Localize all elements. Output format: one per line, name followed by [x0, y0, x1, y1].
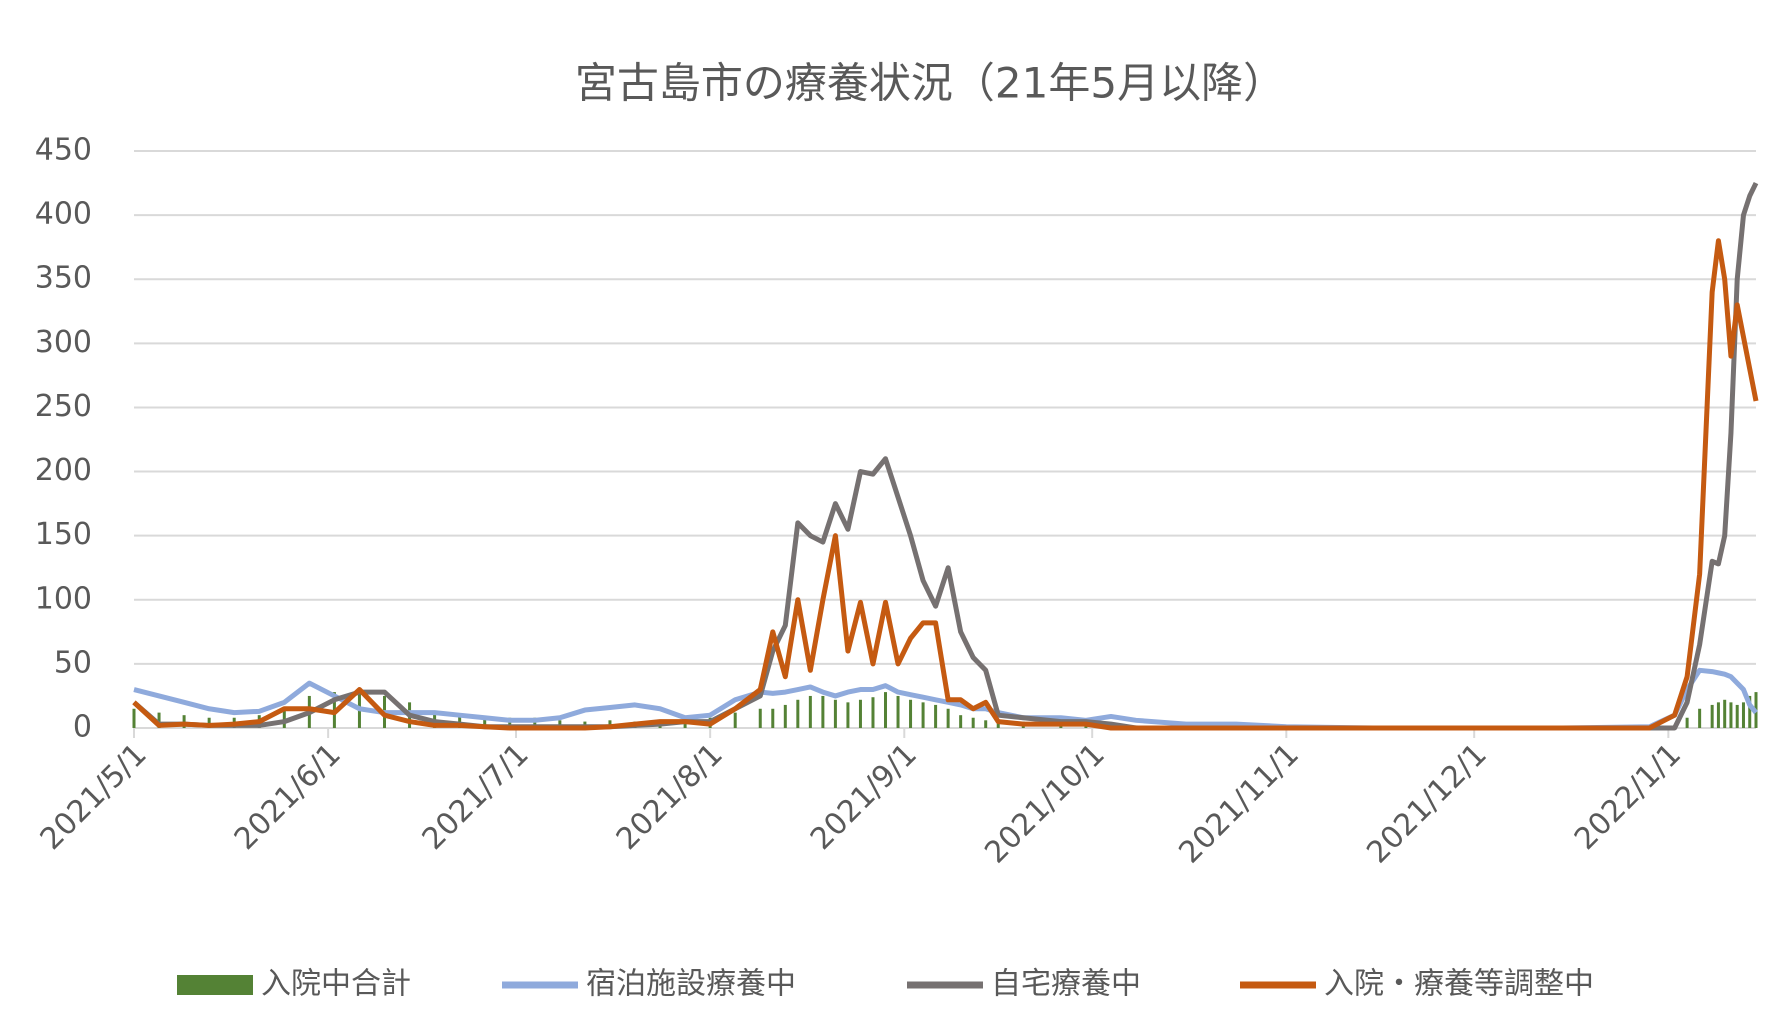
chart-title: 宮古島市の療養状況（21年5月以降）: [575, 59, 1285, 108]
bar: [132, 708, 136, 728]
line: [132, 238, 1759, 731]
bar: [207, 717, 211, 728]
x-tick-label: 2021/12/1: [1360, 737, 1494, 871]
y-tick-label: 0: [73, 710, 92, 745]
bar: [733, 712, 737, 728]
x-tick-label: 2021/11/1: [1172, 737, 1306, 871]
bar: [858, 699, 862, 728]
x-tick-label: 2021/5/1: [34, 737, 154, 857]
bar: [1729, 702, 1733, 728]
bar: [683, 720, 687, 728]
bar: [984, 720, 988, 728]
y-tick-label: 50: [54, 645, 92, 680]
bar: [846, 702, 850, 728]
bar: [1716, 702, 1720, 728]
x-tick-label: 2021/10/1: [978, 737, 1112, 871]
legend-label: 自宅療養中: [991, 967, 1141, 1002]
bar: [1735, 704, 1739, 728]
y-tick-label: 300: [35, 325, 92, 360]
y-tick-label: 350: [35, 261, 92, 296]
bar: [909, 699, 913, 728]
bar: [508, 717, 512, 728]
bar: [458, 715, 462, 728]
bar: [771, 708, 775, 728]
bar: [959, 715, 963, 728]
y-tick-label: 200: [35, 453, 92, 488]
legend-swatch: [177, 975, 253, 995]
y-tick-label: 450: [35, 133, 92, 168]
x-tick-label: 2021/8/1: [610, 737, 730, 857]
bar: [996, 721, 1000, 728]
bar: [182, 715, 186, 728]
bar: [282, 708, 286, 728]
bar: [946, 708, 950, 728]
bar: [821, 695, 825, 728]
bar: [608, 720, 612, 728]
y-tick-label: 150: [35, 517, 92, 552]
x-tick-label: 2021/6/1: [228, 737, 348, 857]
y-tick-label: 400: [35, 197, 92, 232]
bar: [808, 695, 812, 728]
bar: [871, 697, 875, 728]
bar: [833, 699, 837, 728]
bar: [1748, 695, 1752, 728]
bar: [483, 717, 487, 728]
legend-label: 入院・療養等調整中: [1324, 967, 1594, 1002]
y-tick-label: 100: [35, 581, 92, 616]
bar: [921, 702, 925, 728]
y-tick-label: 250: [35, 389, 92, 424]
bar: [1741, 702, 1745, 728]
x-tick-label: 2021/7/1: [416, 737, 536, 857]
bar: [1685, 717, 1689, 728]
x-tick-label: 2021/9/1: [804, 737, 924, 857]
bar: [971, 717, 975, 728]
legend-label: 入院中合計: [261, 967, 411, 1002]
legend-label: 宿泊施設療養中: [586, 967, 796, 1002]
bar: [796, 699, 800, 728]
bar: [1698, 708, 1702, 728]
bar: [558, 720, 562, 728]
bar: [884, 692, 888, 728]
bar: [533, 717, 537, 728]
bar: [1723, 699, 1727, 728]
bar: [1710, 704, 1714, 728]
bar: [758, 708, 762, 728]
bar: [896, 695, 900, 728]
bar: [934, 704, 938, 728]
bar: [783, 704, 787, 728]
bar: [157, 712, 161, 728]
x-tick-label: 2022/1/1: [1568, 737, 1688, 857]
line: [132, 181, 1759, 731]
